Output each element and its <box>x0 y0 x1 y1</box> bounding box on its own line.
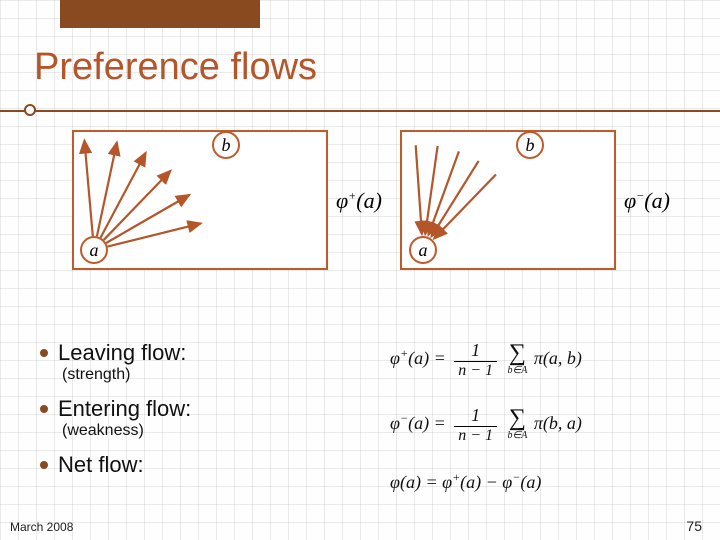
bullet-dot-icon <box>40 405 48 413</box>
phi-minus-label: φ−(a) <box>624 188 670 214</box>
node-a-right: a <box>409 236 437 264</box>
node-b-right: b <box>516 131 544 159</box>
phi-plus-label: φ+(a) <box>336 188 382 214</box>
formula-entering: φ−(a) = 1n − 1 ∑b∈A π(b, a) <box>390 405 582 445</box>
node-label: b <box>526 135 535 156</box>
formula-net: φ(a) = φ+(a) − φ−(a) <box>390 470 541 493</box>
bullet-label: Leaving flow: <box>58 340 186 365</box>
sum-sub: b∈A <box>508 365 528 376</box>
page-number: 75 <box>686 518 702 534</box>
frac-num: 1 <box>454 405 497 427</box>
bullet-label: Net flow: <box>58 452 144 477</box>
bullet-dot-icon <box>40 461 48 469</box>
node-label: a <box>419 240 428 261</box>
formula-leaving: φ+(a) = 1n − 1 ∑b∈A π(a, b) <box>390 340 582 380</box>
node-label: b <box>222 135 231 156</box>
formula-rhs: π(b, a) <box>534 413 582 433</box>
frac-den: n − 1 <box>454 362 497 380</box>
bullet-sublabel: (weakness) <box>62 422 191 440</box>
bullet-label: Entering flow: <box>58 396 191 421</box>
bullet-net: Net flow: <box>40 452 191 478</box>
formula-rhs: π(a, b) <box>534 348 582 368</box>
node-a-left: a <box>80 236 108 264</box>
bullet-sublabel: (strength) <box>62 366 191 384</box>
node-label: a <box>90 240 99 261</box>
bullet-list: Leaving flow: (strength) Entering flow: … <box>40 340 191 490</box>
bullet-entering: Entering flow: (weakness) <box>40 396 191 440</box>
sum-sub: b∈A <box>508 430 528 441</box>
footer-date: March 2008 <box>10 520 73 534</box>
frac-den: n − 1 <box>454 427 497 445</box>
bullet-leaving: Leaving flow: (strength) <box>40 340 191 384</box>
node-b-left: b <box>212 131 240 159</box>
frac-num: 1 <box>454 340 497 362</box>
bullet-dot-icon <box>40 349 48 357</box>
